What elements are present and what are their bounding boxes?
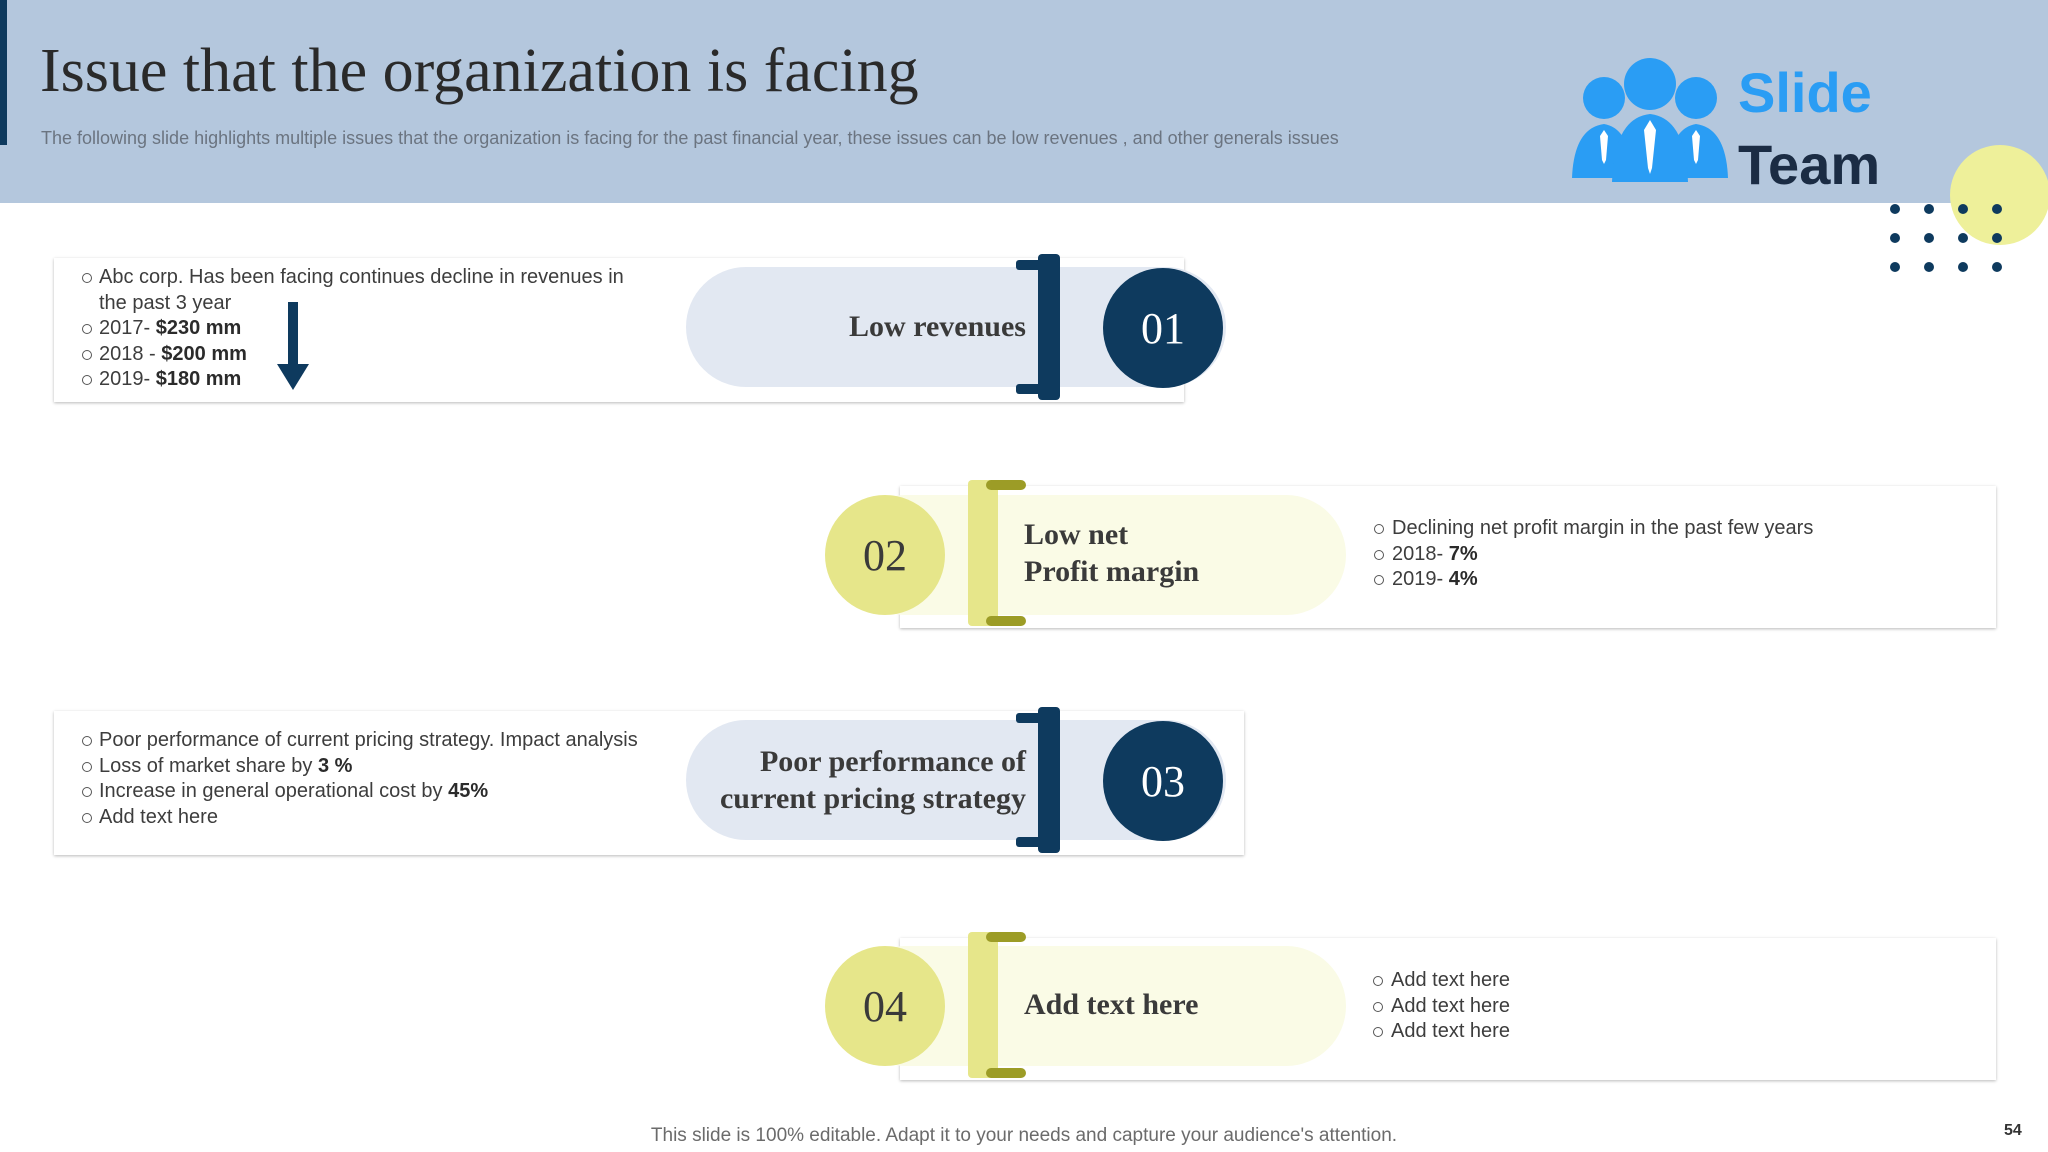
dot [1890,204,1900,214]
issue-02-label: Low net Profit margin [1024,518,1200,588]
list-item: Add text here [54,805,1244,831]
issue-04-bracket [968,932,1026,1078]
issue-03-label: Poor performance of current pricing stra… [719,745,1026,815]
issue-04-number-badge: 04 [825,946,945,1066]
issue-03-number-badge: 03 [1103,721,1223,841]
slide-title: Issue that the organization is facing [40,37,919,105]
dot [1992,204,2002,214]
list-item: Poor performance of current pricing stra… [54,728,1244,754]
dot [1924,204,1934,214]
logo-text-team: Team [1738,133,1881,196]
dot [1992,262,2002,272]
issue-02-number-badge: 02 [825,495,945,615]
dot [1890,233,1900,243]
list-item: Declining net profit margin in the past … [1362,516,1996,542]
list-item: 2018- 7% [1362,542,1996,568]
issue-01-bracket [1016,254,1060,400]
dot [1958,262,1968,272]
dot [1958,204,1968,214]
list-item: Add text here [1361,1019,1996,1045]
dot [1890,262,1900,272]
dot [1924,262,1934,272]
list-item: Abc corp. Has been facing continues decl… [54,265,1184,316]
footer-note: This slide is 100% editable. Adapt it to… [650,1125,1398,1146]
dot [1992,233,2002,243]
list-item: Increase in general operational cost by … [54,779,1244,805]
list-item: 2019- $180 mm [54,367,1184,393]
list-item: Add text here [1361,994,1996,1020]
people-group-icon [1572,58,1728,182]
decorative-circle [1950,145,2048,245]
issue-02-bracket [968,480,1026,626]
list-item: 2018 - $200 mm [54,342,1184,368]
header-accent-bar [0,0,7,145]
list-item: Loss of market share by 3 % [54,754,1244,780]
logo-text-slide: Slide [1738,61,1872,124]
page-number: 54 [2004,1122,2022,1139]
arrow-down-icon [277,302,309,390]
dot [1924,233,1934,243]
list-item: 2019- 4% [1362,567,1996,593]
slide-subtitle: The following slide highlights multiple … [41,128,1339,148]
issue-01-label: Low revenues [849,310,1026,343]
list-item: Add text here [1361,968,1996,994]
issue-01-number-badge: 01 [1103,268,1223,388]
dot [1958,233,1968,243]
decorative-dot-grid [1890,204,2016,274]
list-item: 2017- $230 mm [54,316,1184,342]
issue-04-label: Add text here [1024,988,1199,1021]
issue-03-bracket [1016,707,1060,853]
